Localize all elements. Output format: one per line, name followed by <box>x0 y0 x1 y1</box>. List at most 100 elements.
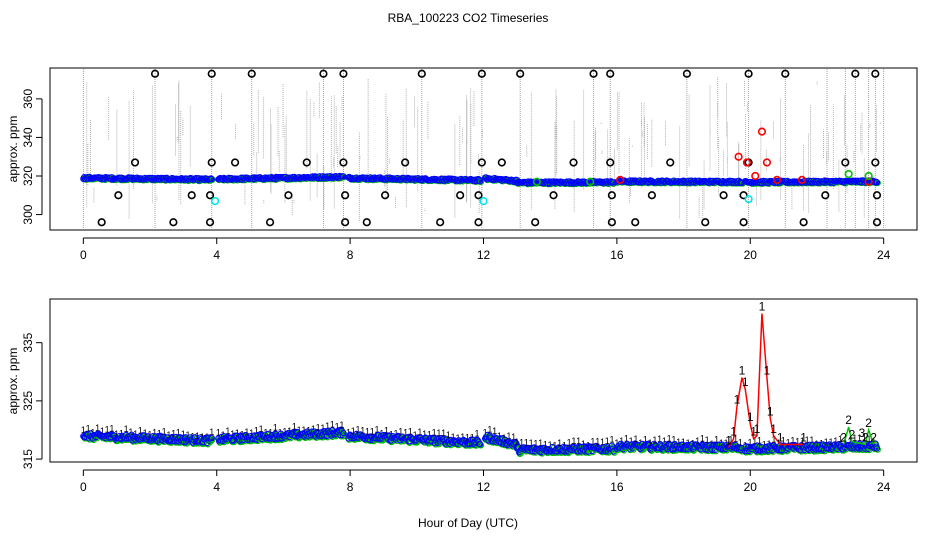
baseline-red-marker: 1 <box>185 430 190 440</box>
baseline-red-marker: 1 <box>432 428 437 438</box>
data-point <box>744 69 753 78</box>
series-label-2: 2 <box>849 428 856 442</box>
data-point <box>207 158 216 167</box>
baseline-blue-point <box>873 179 881 186</box>
baseline-red-marker: 1 <box>124 424 129 434</box>
data-point <box>872 191 882 200</box>
data-point <box>436 218 445 227</box>
data-point <box>569 158 578 167</box>
data-point <box>516 69 525 78</box>
data-point <box>205 218 215 227</box>
top-x-tick-label: 16 <box>610 248 624 262</box>
baseline-blue-point <box>608 442 616 449</box>
baseline-red-marker: 1 <box>519 438 524 448</box>
data-point <box>762 158 772 167</box>
baseline-blue-point <box>873 445 881 452</box>
data-point <box>647 191 656 200</box>
baseline-red-marker: 1 <box>339 420 344 430</box>
series-label-1: 1 <box>742 375 749 389</box>
series-label-1: 1 <box>734 393 741 407</box>
data-point <box>130 158 140 167</box>
baseline-red-marker: 1 <box>316 422 321 432</box>
top-x-tick-label: 24 <box>877 248 891 262</box>
series-label-2: 2 <box>865 416 872 430</box>
series-label-3: 3 <box>859 426 866 440</box>
bottom-x-tick-label: 20 <box>744 480 758 494</box>
data-point <box>362 218 371 227</box>
top-panel: 0 4 8 12 16 20 24 300 320 340 360 approx. ppm <box>6 67 918 262</box>
top-panel-axes: 0 4 8 12 16 20 24 300 320 340 360 <box>21 89 891 262</box>
baseline-red-marker: 1 <box>384 425 389 435</box>
baseline-red-marker: 1 <box>287 426 292 436</box>
baseline-red-marker: 1 <box>138 425 143 435</box>
data-point <box>607 191 616 200</box>
series-label-2: 2 <box>870 431 877 445</box>
series-line-2 <box>842 426 875 446</box>
baseline-red-marker: 1 <box>100 426 105 436</box>
baseline-red-marker: 1 <box>474 429 479 439</box>
bottom-plot-frame <box>49 298 918 463</box>
bottom-x-tick-label: 0 <box>80 480 87 494</box>
baseline-red-marker: 1 <box>427 430 432 440</box>
series-label-1: 1 <box>764 364 771 378</box>
data-point <box>781 69 790 78</box>
baseline-red-marker: 1 <box>81 425 86 435</box>
baseline-red-marker: 1 <box>833 436 838 446</box>
data-point <box>341 191 350 200</box>
baseline-red-marker: 1 <box>600 437 605 447</box>
baseline-red-marker: 1 <box>403 427 408 437</box>
baseline-red-marker: 1 <box>619 436 624 446</box>
bottom-x-tick-label: 4 <box>213 480 220 494</box>
series-label-1: 1 <box>754 422 761 436</box>
data-point <box>871 158 880 167</box>
baseline-red-marker: 1 <box>181 429 186 439</box>
data-point <box>844 169 853 179</box>
baseline-red-marker: 1 <box>676 437 681 447</box>
baseline-red-marker: 1 <box>114 429 119 439</box>
top-x-tick-label: 0 <box>80 248 87 262</box>
top-y-axis-label: approx. ppm <box>6 116 20 183</box>
series-label-1: 1 <box>750 425 757 439</box>
data-point <box>302 158 311 167</box>
baseline-red-marker: 1 <box>748 438 753 448</box>
data-point <box>114 191 123 200</box>
chart-title: RBA_100223 CO2 Timeseries <box>388 11 549 25</box>
data-point <box>531 218 540 227</box>
baseline-red-marker: 1 <box>605 436 610 446</box>
data-point <box>864 171 873 181</box>
baseline-red-marker: 1 <box>633 434 638 444</box>
baseline-blue-point <box>207 175 215 182</box>
bottom-y-tick-label: 335 <box>21 332 35 352</box>
data-point <box>230 158 240 167</box>
bottom-panel-data: 1 1 1 1 1 1 11 1 1 1 1 1 1 1 1 1 1 1 1 1 1 1 1 1 1 11 1 1 1 1 1 1 1 1 1 1 1 1… <box>80 300 881 457</box>
data-point <box>821 191 830 200</box>
baseline-red-marker: 1 <box>273 423 278 433</box>
data-point <box>744 195 753 204</box>
bottom-x-tick-label: 24 <box>877 480 891 494</box>
top-y-tick-label: 340 <box>21 127 35 147</box>
baseline-red-marker: 1 <box>465 433 470 443</box>
baseline-red-marker: 1 <box>838 434 843 444</box>
data-point <box>864 177 873 186</box>
data-point <box>772 175 782 184</box>
baseline-blue-point <box>477 178 484 185</box>
data-point <box>739 191 748 200</box>
baseline-red-marker: 1 <box>325 421 330 431</box>
baseline-red-marker: 1 <box>235 428 240 438</box>
baseline-red-marker: 1 <box>441 428 446 438</box>
data-point <box>187 191 196 200</box>
data-point <box>739 218 748 227</box>
data-point <box>210 196 220 206</box>
data-point <box>381 191 390 200</box>
data-point <box>631 218 640 227</box>
data-point <box>497 158 506 167</box>
data-point <box>589 69 598 78</box>
baseline-red-marker: 1 <box>320 423 325 433</box>
series-line-1 <box>727 313 804 448</box>
data-point <box>606 158 615 167</box>
series-label-1: 1 <box>767 404 774 418</box>
baseline-red-marker: 1 <box>514 437 519 447</box>
baseline-red-marker: 1 <box>301 425 306 435</box>
data-point <box>682 69 692 78</box>
bottom-x-tick-label: 8 <box>347 480 354 494</box>
